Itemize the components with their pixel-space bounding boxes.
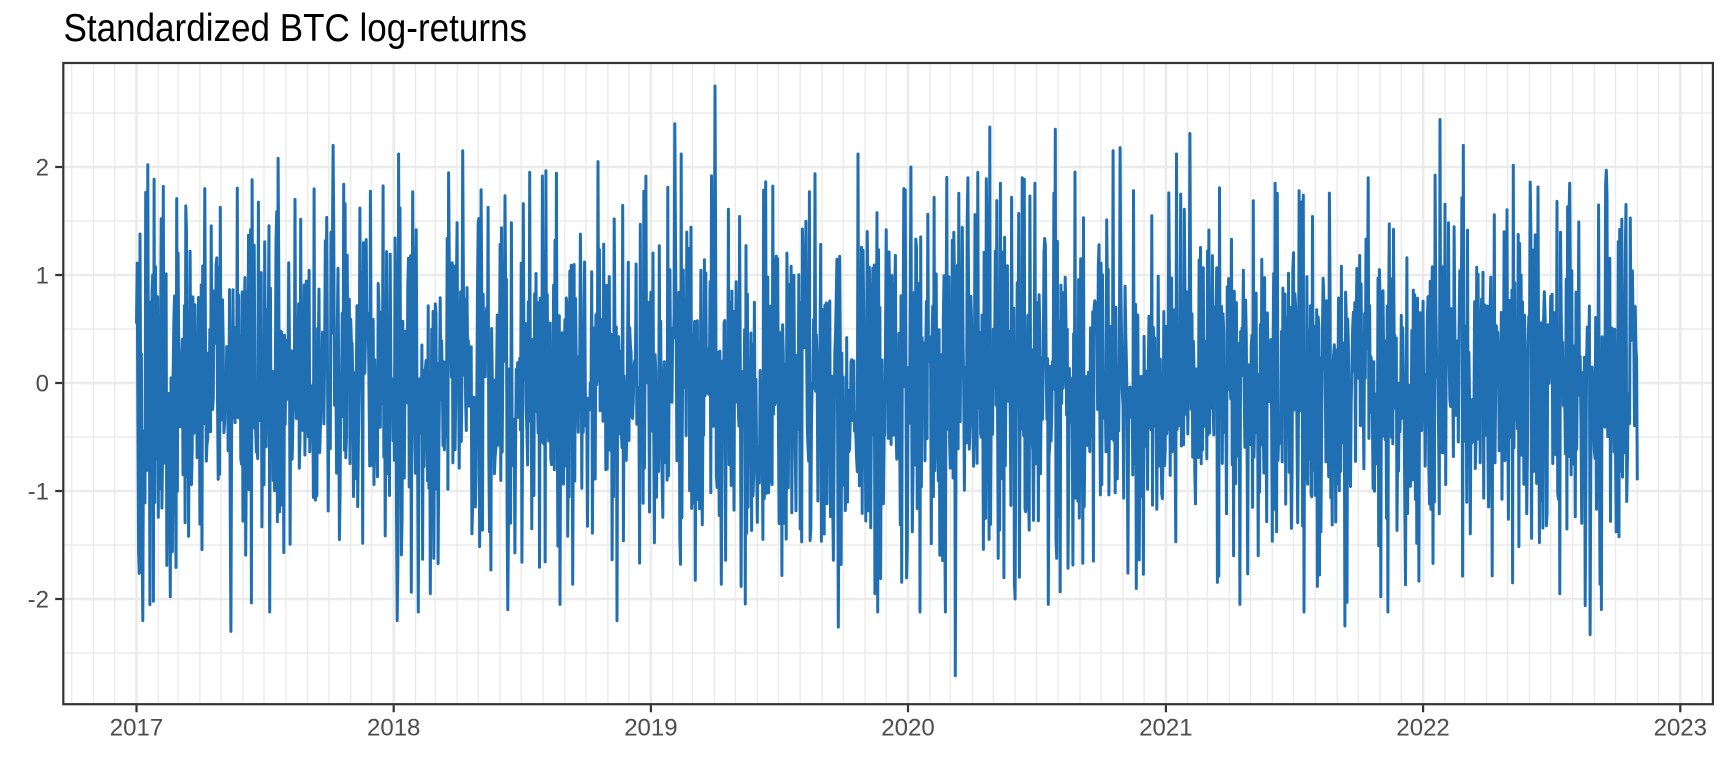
svg-text:2: 2 [36,155,49,182]
svg-text:2017: 2017 [110,715,163,742]
svg-text:2022: 2022 [1396,715,1449,742]
svg-text:2018: 2018 [367,715,420,742]
svg-text:2019: 2019 [624,715,677,742]
svg-text:2021: 2021 [1139,715,1192,742]
svg-text:0: 0 [36,371,49,398]
svg-text:2023: 2023 [1654,715,1707,742]
svg-text:Standardized BTC log-returns: Standardized BTC log-returns [64,7,528,50]
svg-text:-1: -1 [28,479,49,506]
svg-text:2020: 2020 [881,715,934,742]
svg-text:1: 1 [36,263,49,290]
svg-text:-2: -2 [28,587,49,614]
